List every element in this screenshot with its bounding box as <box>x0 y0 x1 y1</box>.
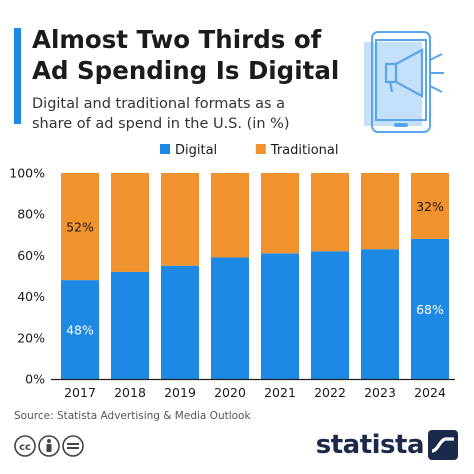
svg-text:cc: cc <box>19 442 31 453</box>
bar-digital-2021 <box>261 253 299 379</box>
x-tick-label-2020: 2020 <box>214 385 246 400</box>
y-axis: 0% 20% 40% 60% 80% 100% <box>9 166 45 387</box>
stacked-bar-chart: Digital Traditional 0% 20% 40% 60% 80% 100% 20… <box>9 143 455 400</box>
tablet-megaphone-icon <box>364 31 444 133</box>
bar-digital-2019 <box>161 265 199 379</box>
y-tick-label: 60% <box>17 248 45 263</box>
bar-digital-2023 <box>361 249 399 379</box>
x-tick-label-2018: 2018 <box>114 385 146 400</box>
legend-label-traditional: Traditional <box>270 143 339 158</box>
bar-traditional-2024 <box>411 173 449 239</box>
bar-traditional-2022 <box>311 173 349 252</box>
bar-traditional-2020 <box>211 173 249 258</box>
source-note: Source: Statista Advertising & Media Out… <box>14 410 251 422</box>
bars <box>61 173 449 379</box>
subtitle-line-2: share of ad spend in the U.S. (in %) <box>32 116 290 132</box>
x-tick-label-2019: 2019 <box>164 385 196 400</box>
license-icons: cc <box>14 435 84 457</box>
brand-name: statista <box>315 430 425 460</box>
x-tick-label-2022: 2022 <box>314 385 346 400</box>
bar-digital-2024 <box>411 238 449 379</box>
bar-traditional-2023 <box>361 173 399 250</box>
y-tick-label: 40% <box>17 289 45 304</box>
y-tick-label: 0% <box>25 372 45 387</box>
brand-logo: statista <box>316 428 458 462</box>
legend-swatch-digital <box>160 144 170 154</box>
data-label-digital-2024: 68% <box>416 302 444 317</box>
title-line-1: Almost Two Thirds of <box>32 25 322 54</box>
x-tick-label-2021: 2021 <box>264 385 296 400</box>
y-tick-label: 80% <box>17 207 45 222</box>
y-tick-label: 100% <box>9 166 45 181</box>
bar-digital-2017 <box>61 280 99 379</box>
bar-digital-2020 <box>211 257 249 379</box>
x-axis: 2017 2018 2019 2020 2021 2022 2023 2024 <box>51 378 455 400</box>
legend-swatch-traditional <box>255 144 266 154</box>
data-labels: 48% 52% 68% 32% <box>66 199 444 338</box>
y-tick-label: 20% <box>17 330 45 345</box>
subtitle: Digital and traditional formats as a sha… <box>32 94 352 134</box>
bar-traditional-2021 <box>261 173 299 254</box>
bar-traditional-2019 <box>161 173 199 266</box>
x-tick-label-2024: 2024 <box>414 385 446 400</box>
statista-wave-icon <box>428 430 458 460</box>
subtitle-line-1: Digital and traditional formats as a <box>32 96 286 112</box>
bar-traditional-2017 <box>61 173 99 281</box>
creative-commons-icon: cc <box>14 435 36 457</box>
x-tick-label-2023: 2023 <box>364 385 396 400</box>
title-accent-bar <box>14 28 21 124</box>
legend: Digital Traditional <box>160 143 338 158</box>
data-label-traditional-2024: 32% <box>416 199 444 214</box>
no-derivatives-icon <box>62 435 84 457</box>
bar-digital-2022 <box>311 251 349 379</box>
legend-label-digital: Digital <box>175 143 217 158</box>
data-label-digital-2017: 48% <box>66 323 94 338</box>
title-line-2: Ad Spending Is Digital <box>32 56 340 85</box>
x-tick-label-2017: 2017 <box>64 385 96 400</box>
data-label-traditional-2017: 52% <box>66 220 94 235</box>
attribution-icon <box>38 435 60 457</box>
bar-digital-2018 <box>111 271 149 379</box>
page-title: Almost Two Thirds of Ad Spending Is Digi… <box>32 24 352 86</box>
bar-traditional-2018 <box>111 173 149 272</box>
